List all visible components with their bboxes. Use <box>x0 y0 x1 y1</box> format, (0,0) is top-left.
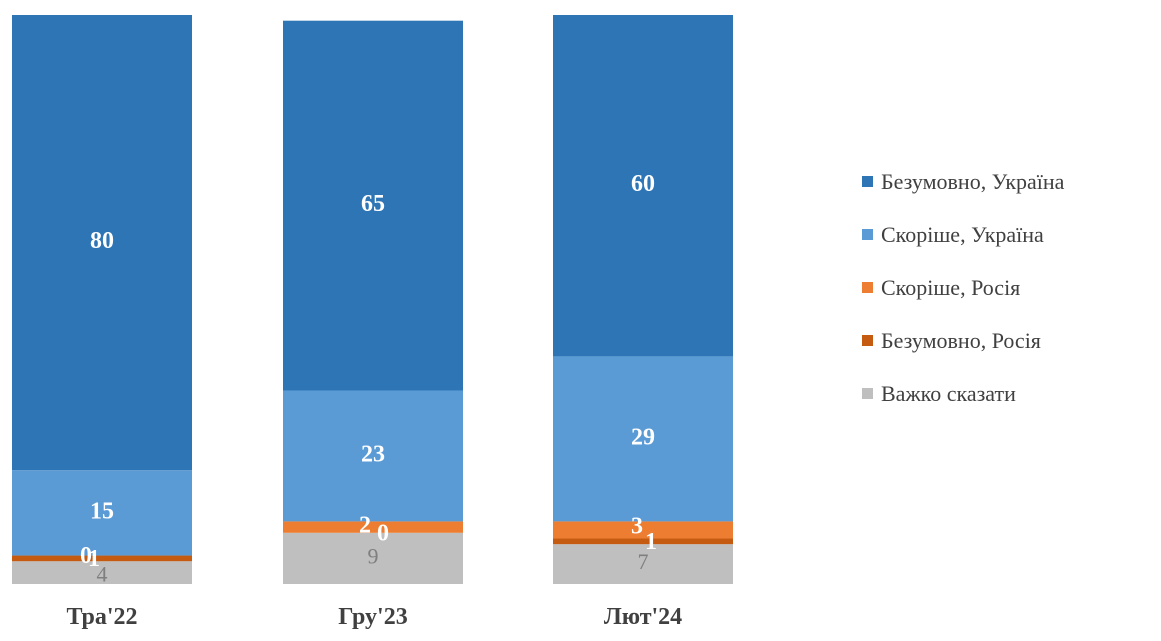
bar-segment <box>283 532 463 584</box>
legend-item: Важко сказати <box>862 367 1064 420</box>
bar-segment <box>553 356 733 522</box>
legend-item: Скоріше, Росія <box>862 261 1064 314</box>
legend-swatch <box>862 282 873 293</box>
bar-segment <box>12 561 192 584</box>
legend-label: Важко сказати <box>881 380 1016 406</box>
legend-swatch <box>862 229 873 240</box>
legend-label: Безумовно, Росія <box>881 327 1041 353</box>
bar-segment <box>553 538 733 545</box>
legend-swatch <box>862 335 873 346</box>
data-label: 3 <box>631 513 643 539</box>
data-label: 65 <box>361 191 385 217</box>
bar-segment <box>553 521 733 539</box>
bar-segment <box>283 20 463 391</box>
data-label: 60 <box>631 171 655 197</box>
legend-label: Скоріше, Україна <box>881 221 1044 247</box>
legend-label: Безумовно, Україна <box>881 168 1065 194</box>
bar-segment <box>553 544 733 584</box>
data-label: 29 <box>631 424 655 450</box>
legend-item: Скоріше, Україна <box>862 208 1064 261</box>
data-label: 0 <box>377 520 389 546</box>
x-tick-label: Тра'22 <box>66 604 137 630</box>
legend-swatch <box>862 388 873 399</box>
x-axis-tick-labels: Тра'22 Гру'23 Лют'24 <box>66 604 682 630</box>
data-label: 23 <box>361 441 385 467</box>
legend-label: Скоріше, Росія <box>881 274 1021 300</box>
data-label: 7 <box>638 549 649 574</box>
bars-group <box>12 15 733 584</box>
bar-segment <box>12 470 192 556</box>
legend-item: Безумовно, Україна <box>862 155 1064 208</box>
data-label: 4 <box>97 562 108 587</box>
data-label: 9 <box>368 543 379 568</box>
data-label: 2 <box>359 513 371 539</box>
data-label: 0 <box>80 543 92 569</box>
bar-segment <box>553 15 733 357</box>
bar-segment <box>12 15 192 471</box>
x-tick-label: Гру'23 <box>338 604 407 630</box>
bar-segment <box>12 555 192 562</box>
legend-item: Безумовно, Росія <box>862 314 1064 367</box>
data-label: 1 <box>88 546 100 572</box>
x-tick-label: Лют'24 <box>604 604 682 630</box>
data-label: 1 <box>645 529 657 555</box>
data-label: 15 <box>90 498 114 524</box>
data-label: 80 <box>90 228 114 254</box>
bar-segment <box>283 390 463 522</box>
legend-swatch <box>862 176 873 187</box>
legend: Безумовно, Україна Скоріше, Україна Скоріш… <box>862 155 1064 420</box>
bar-segment <box>283 521 463 533</box>
